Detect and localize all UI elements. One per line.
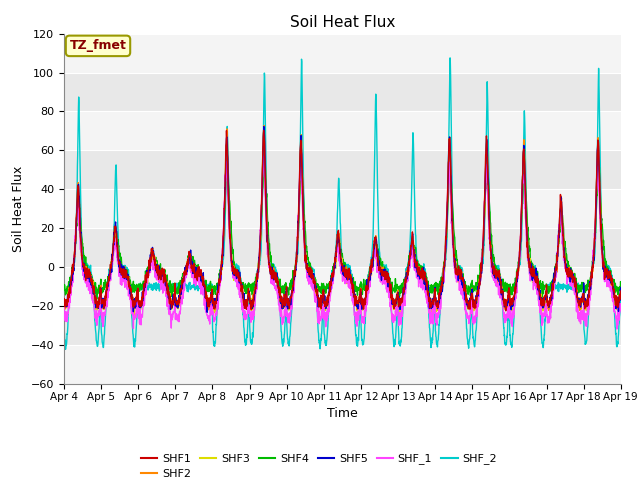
SHF4 bbox=[617, 281, 625, 287]
Line: SHF1: SHF1 bbox=[64, 131, 621, 311]
Line: SHF5: SHF5 bbox=[64, 127, 621, 312]
SHF3 bbox=[260, 130, 268, 135]
SHF1 bbox=[568, 269, 576, 275]
SHF_2 bbox=[371, 148, 379, 154]
SHF_1 bbox=[617, 301, 625, 307]
Bar bbox=[64, 111, 621, 150]
SHF2 bbox=[371, 241, 379, 247]
SHF_2 bbox=[446, 55, 454, 61]
SHF5 bbox=[216, 276, 223, 282]
SHF3 bbox=[617, 288, 625, 294]
SHF_1 bbox=[613, 326, 621, 332]
SHF4 bbox=[371, 237, 379, 242]
SHF3 bbox=[359, 303, 367, 309]
SHF4 bbox=[584, 284, 591, 289]
SHF4 bbox=[568, 268, 576, 274]
SHF_2 bbox=[359, 342, 367, 348]
SHF5 bbox=[371, 238, 379, 244]
SHF5 bbox=[568, 275, 576, 280]
Bar bbox=[64, 267, 621, 306]
SHF1 bbox=[216, 276, 223, 282]
SHF3 bbox=[216, 280, 223, 286]
SHF_1 bbox=[371, 245, 379, 251]
SHF1 bbox=[617, 288, 625, 294]
Legend: SHF1, SHF2, SHF3, SHF4, SHF5, SHF_1, SHF_2: SHF1, SHF2, SHF3, SHF4, SHF5, SHF_1, SHF… bbox=[136, 449, 501, 480]
SHF3 bbox=[505, 298, 513, 304]
SHF1 bbox=[502, 308, 509, 313]
Line: SHF4: SHF4 bbox=[64, 153, 621, 299]
Bar bbox=[64, 189, 621, 228]
SHF4 bbox=[60, 285, 68, 290]
SHF5 bbox=[60, 298, 68, 303]
SHF2 bbox=[568, 273, 575, 278]
SHF2 bbox=[216, 284, 223, 290]
SHF2 bbox=[584, 294, 591, 300]
SHF_1 bbox=[259, 153, 267, 159]
Line: SHF_1: SHF_1 bbox=[64, 156, 621, 329]
Line: SHF_2: SHF_2 bbox=[64, 58, 621, 349]
Bar bbox=[64, 345, 621, 384]
SHF2 bbox=[260, 123, 268, 129]
SHF4 bbox=[260, 150, 268, 156]
SHF4 bbox=[93, 296, 100, 302]
SHF5 bbox=[505, 292, 513, 298]
SHF2 bbox=[617, 295, 625, 301]
SHF_2 bbox=[505, 308, 513, 313]
SHF1 bbox=[359, 303, 367, 309]
SHF2 bbox=[504, 298, 512, 304]
SHF3 bbox=[568, 275, 576, 281]
SHF1 bbox=[505, 293, 513, 299]
SHF_1 bbox=[216, 291, 223, 297]
SHF_2 bbox=[617, 292, 625, 298]
SHF3 bbox=[60, 299, 68, 304]
Bar bbox=[64, 34, 621, 72]
SHF3 bbox=[584, 300, 591, 306]
Line: SHF3: SHF3 bbox=[64, 132, 621, 315]
Line: SHF2: SHF2 bbox=[64, 126, 621, 311]
SHF_1 bbox=[568, 283, 575, 289]
SHF_2 bbox=[216, 276, 223, 282]
SHF_1 bbox=[504, 304, 512, 310]
Text: TZ_fmet: TZ_fmet bbox=[70, 39, 127, 52]
SHF_1 bbox=[584, 312, 591, 317]
SHF_2 bbox=[584, 325, 591, 331]
SHF5 bbox=[260, 124, 268, 130]
SHF_1 bbox=[60, 299, 68, 305]
SHF3 bbox=[131, 312, 138, 318]
SHF5 bbox=[617, 285, 625, 290]
SHF3 bbox=[371, 240, 379, 245]
SHF4 bbox=[505, 282, 513, 288]
X-axis label: Time: Time bbox=[327, 407, 358, 420]
Title: Soil Heat Flux: Soil Heat Flux bbox=[290, 15, 395, 30]
SHF5 bbox=[204, 310, 211, 315]
SHF1 bbox=[584, 296, 591, 302]
SHF2 bbox=[577, 308, 584, 314]
SHF2 bbox=[359, 304, 367, 310]
Y-axis label: Soil Heat Flux: Soil Heat Flux bbox=[12, 166, 25, 252]
SHF1 bbox=[60, 301, 68, 307]
SHF4 bbox=[359, 286, 367, 291]
SHF1 bbox=[260, 128, 268, 133]
SHF_1 bbox=[359, 316, 367, 322]
SHF_2 bbox=[60, 327, 68, 333]
SHF4 bbox=[216, 273, 223, 278]
SHF_2 bbox=[61, 347, 69, 352]
SHF1 bbox=[371, 235, 379, 240]
SHF2 bbox=[60, 302, 68, 308]
SHF5 bbox=[359, 298, 367, 304]
SHF5 bbox=[584, 300, 591, 306]
SHF_2 bbox=[568, 287, 576, 293]
